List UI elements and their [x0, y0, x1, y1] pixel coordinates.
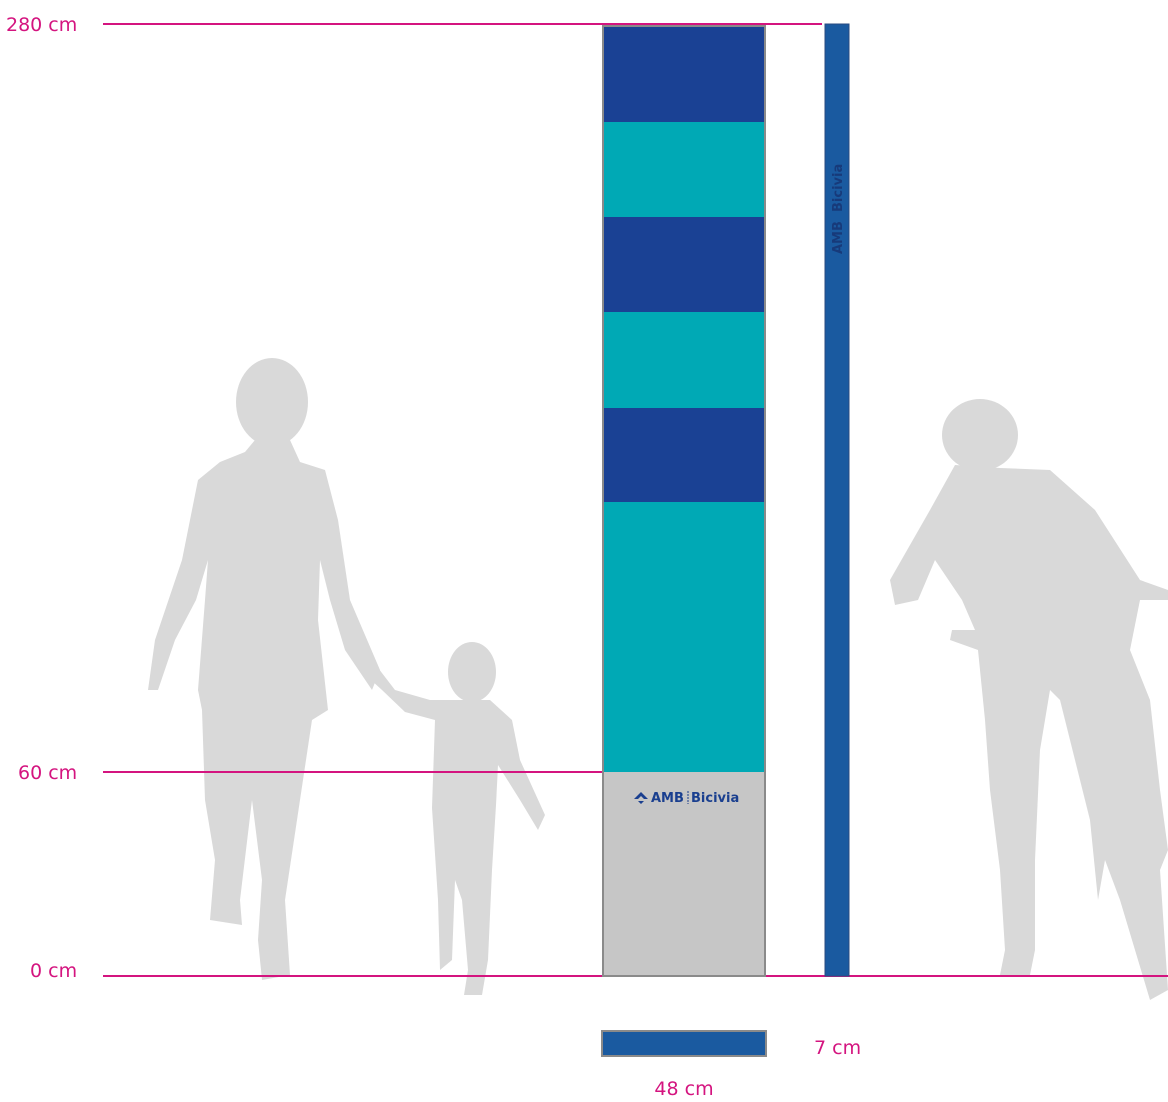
cyclist-silhouette: [890, 399, 1168, 1000]
totem-side: AMB Bicivia: [824, 23, 850, 977]
totem-plan: [601, 1030, 767, 1057]
logo-text: Bicivia: [831, 164, 846, 212]
logo-text: AMB: [831, 221, 846, 254]
logo-text: AMB: [651, 791, 684, 806]
height-label: 280 cm: [6, 14, 77, 36]
totem-front: AMB Bicivia: [602, 25, 766, 977]
child-silhouette: [360, 642, 545, 995]
height-label: 60 cm: [18, 762, 77, 784]
width-label: 48 cm: [654, 1078, 713, 1100]
logo-text: Bicivia: [691, 791, 739, 806]
woman-silhouette: [148, 358, 380, 980]
depth-label: 7 cm: [814, 1037, 861, 1059]
height-label: 0 cm: [30, 960, 77, 982]
